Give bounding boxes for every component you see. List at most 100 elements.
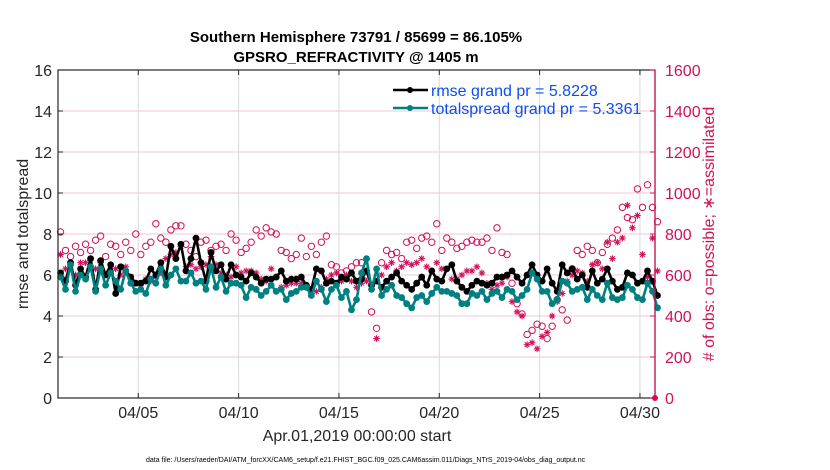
asterisk-stroke [559, 290, 565, 297]
possible-obs-point [222, 246, 230, 255]
totalspread-point [107, 269, 115, 277]
totalspread-point [513, 296, 521, 303]
possible-obs-point [588, 246, 596, 255]
totalspread-point [639, 296, 646, 303]
totalspread-point [338, 294, 345, 301]
rmse-point [588, 267, 596, 275]
totalspread-point [97, 265, 105, 273]
possible-obs-point [428, 238, 436, 246]
chart-subtitle: GPSRO_REFRACTIVITY @ 1405 m [233, 49, 478, 66]
assimilated-obs-point [619, 234, 626, 242]
possible-obs-point [212, 242, 220, 251]
rmse-point [453, 277, 461, 285]
x-tick-label: 04/10 [219, 405, 259, 422]
rmse-point [503, 271, 511, 279]
rmse-point [458, 283, 466, 291]
rmse-point [413, 279, 421, 287]
possible-obs-point [372, 324, 381, 332]
asterisk-stroke [619, 235, 626, 241]
asterisk-stroke [629, 225, 636, 231]
asterisk-stroke [464, 268, 470, 274]
rmse-point [237, 273, 245, 281]
totalspread-point [252, 285, 260, 293]
assimilated-obs-point [533, 345, 541, 353]
possible-obs-point [272, 230, 280, 238]
y-tick-label: 6 [43, 268, 52, 285]
asterisk-stroke [499, 280, 505, 286]
possible-obs-point [242, 244, 250, 253]
rmse-point [408, 285, 416, 293]
possible-obs-point [643, 181, 652, 189]
possible-obs-point [327, 261, 336, 269]
asterisk-stroke [544, 329, 550, 336]
assimilated-obs-point [543, 329, 551, 336]
asterisk-stroke [348, 278, 355, 284]
y-ticks: 0 2 4 6 8 10 12 14 16 [34, 63, 63, 408]
possible-obs-point [493, 224, 501, 232]
rmse-point [212, 267, 220, 275]
totalspread-point [122, 267, 130, 275]
rmse-point [448, 261, 456, 269]
totalspread-point [182, 277, 190, 285]
y2-tick-label: 1200 [665, 145, 701, 162]
rmse-point [403, 281, 411, 289]
possible-obs-point [523, 330, 531, 339]
totalspread-point [363, 255, 370, 262]
totalspread-point [187, 269, 195, 277]
totalspread-point [127, 279, 135, 287]
totalspread-point [117, 285, 125, 293]
rmse-point [167, 242, 175, 250]
totalspread-point [553, 296, 561, 303]
assimilated-obs-point [378, 271, 385, 279]
rmse-point [157, 259, 165, 267]
totalspread-point [62, 285, 69, 293]
asterisk-stroke [534, 346, 540, 352]
assimilated-obs-point [313, 288, 320, 295]
totalspread-point [162, 281, 170, 289]
rmse-point [568, 265, 576, 273]
rmse-point [468, 281, 476, 289]
asterisk-stroke [449, 276, 455, 282]
asterisk-stroke [624, 202, 631, 208]
assimilated-obs-point [478, 269, 486, 277]
assimilated-obs-point [508, 298, 516, 305]
possible-obs-point [613, 226, 622, 234]
rmse-point [518, 279, 526, 287]
totalspread-point [242, 294, 250, 301]
rmse-point [528, 261, 536, 269]
rmse-point [252, 273, 260, 281]
possible-obs-point [498, 248, 506, 257]
totalspread-point [87, 263, 95, 271]
totalspread-point [297, 283, 305, 291]
rmse-point [217, 261, 225, 269]
possible-obs-point [508, 279, 516, 287]
possible-obs-point [402, 238, 411, 246]
y2-tick-label: 1400 [665, 104, 701, 121]
assimilated-obs-point [624, 202, 631, 209]
totalspread-point [583, 296, 591, 303]
asterisk-stroke [494, 282, 500, 288]
possible-obs-point [142, 242, 150, 251]
y-tick-label: 16 [34, 63, 52, 80]
assimilated-obs-point [523, 341, 531, 348]
asterisk-stroke [92, 266, 99, 272]
totalspread-point [618, 294, 626, 301]
rmse-point [297, 273, 305, 281]
legend-rmse-marker [407, 87, 413, 93]
totalspread-point [493, 288, 501, 295]
totalspread-point [207, 263, 215, 271]
totalspread-point [197, 277, 205, 285]
totalspread-point [498, 294, 506, 301]
asterisk-stroke [414, 260, 420, 266]
assimilated-obs-point [328, 271, 335, 279]
y-tick-label: 10 [34, 186, 52, 203]
totalspread-point [307, 292, 315, 299]
x-axis-label: Apr.01,2019 00:00:00 start [263, 428, 452, 445]
possible-obs-point [377, 259, 386, 267]
y-axis-label: rmse and totalspread [15, 159, 32, 309]
possible-obs-point [463, 238, 471, 246]
asterisk-stroke [434, 260, 440, 266]
possible-obs-point [86, 246, 95, 255]
possible-obs-point [563, 316, 571, 324]
